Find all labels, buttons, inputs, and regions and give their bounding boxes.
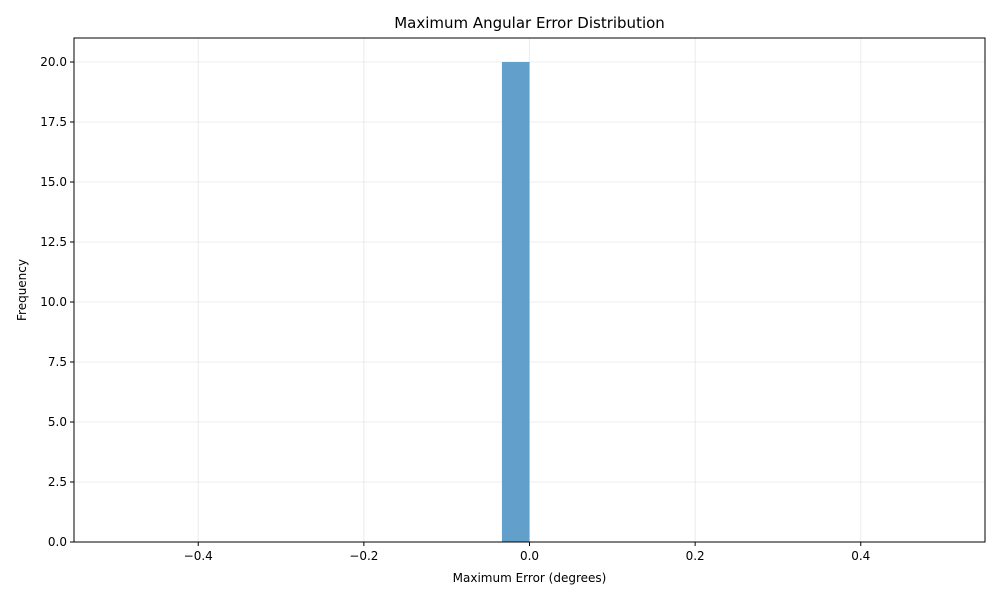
x-axis-title: Maximum Error (degrees) — [453, 571, 607, 585]
y-tick-label: 20.0 — [40, 55, 67, 69]
x-tick-label: −0.4 — [184, 549, 213, 563]
x-tick-label: 0.2 — [686, 549, 705, 563]
y-axis-title: Frequency — [15, 259, 29, 321]
y-tick-label: 5.0 — [48, 415, 67, 429]
histogram-bars — [501, 62, 530, 542]
y-axis-ticks: 0.0 2.5 5.0 7.5 10.0 12.5 15.0 17.5 20.0 — [40, 55, 74, 549]
x-tick-label: 0.0 — [520, 549, 539, 563]
y-tick-label: 7.5 — [48, 355, 67, 369]
x-tick-label: −0.2 — [349, 549, 378, 563]
x-tick-label: 0.4 — [851, 549, 870, 563]
chart-title: Maximum Angular Error Distribution — [394, 14, 665, 32]
histogram-bar — [501, 62, 530, 542]
y-tick-label: 12.5 — [40, 235, 67, 249]
y-tick-label: 10.0 — [40, 295, 67, 309]
x-axis-ticks: −0.4 −0.2 0.0 0.2 0.4 — [184, 542, 870, 563]
y-tick-label: 0.0 — [48, 535, 67, 549]
y-tick-label: 15.0 — [40, 175, 67, 189]
y-tick-label: 2.5 — [48, 475, 67, 489]
y-tick-label: 17.5 — [40, 115, 67, 129]
